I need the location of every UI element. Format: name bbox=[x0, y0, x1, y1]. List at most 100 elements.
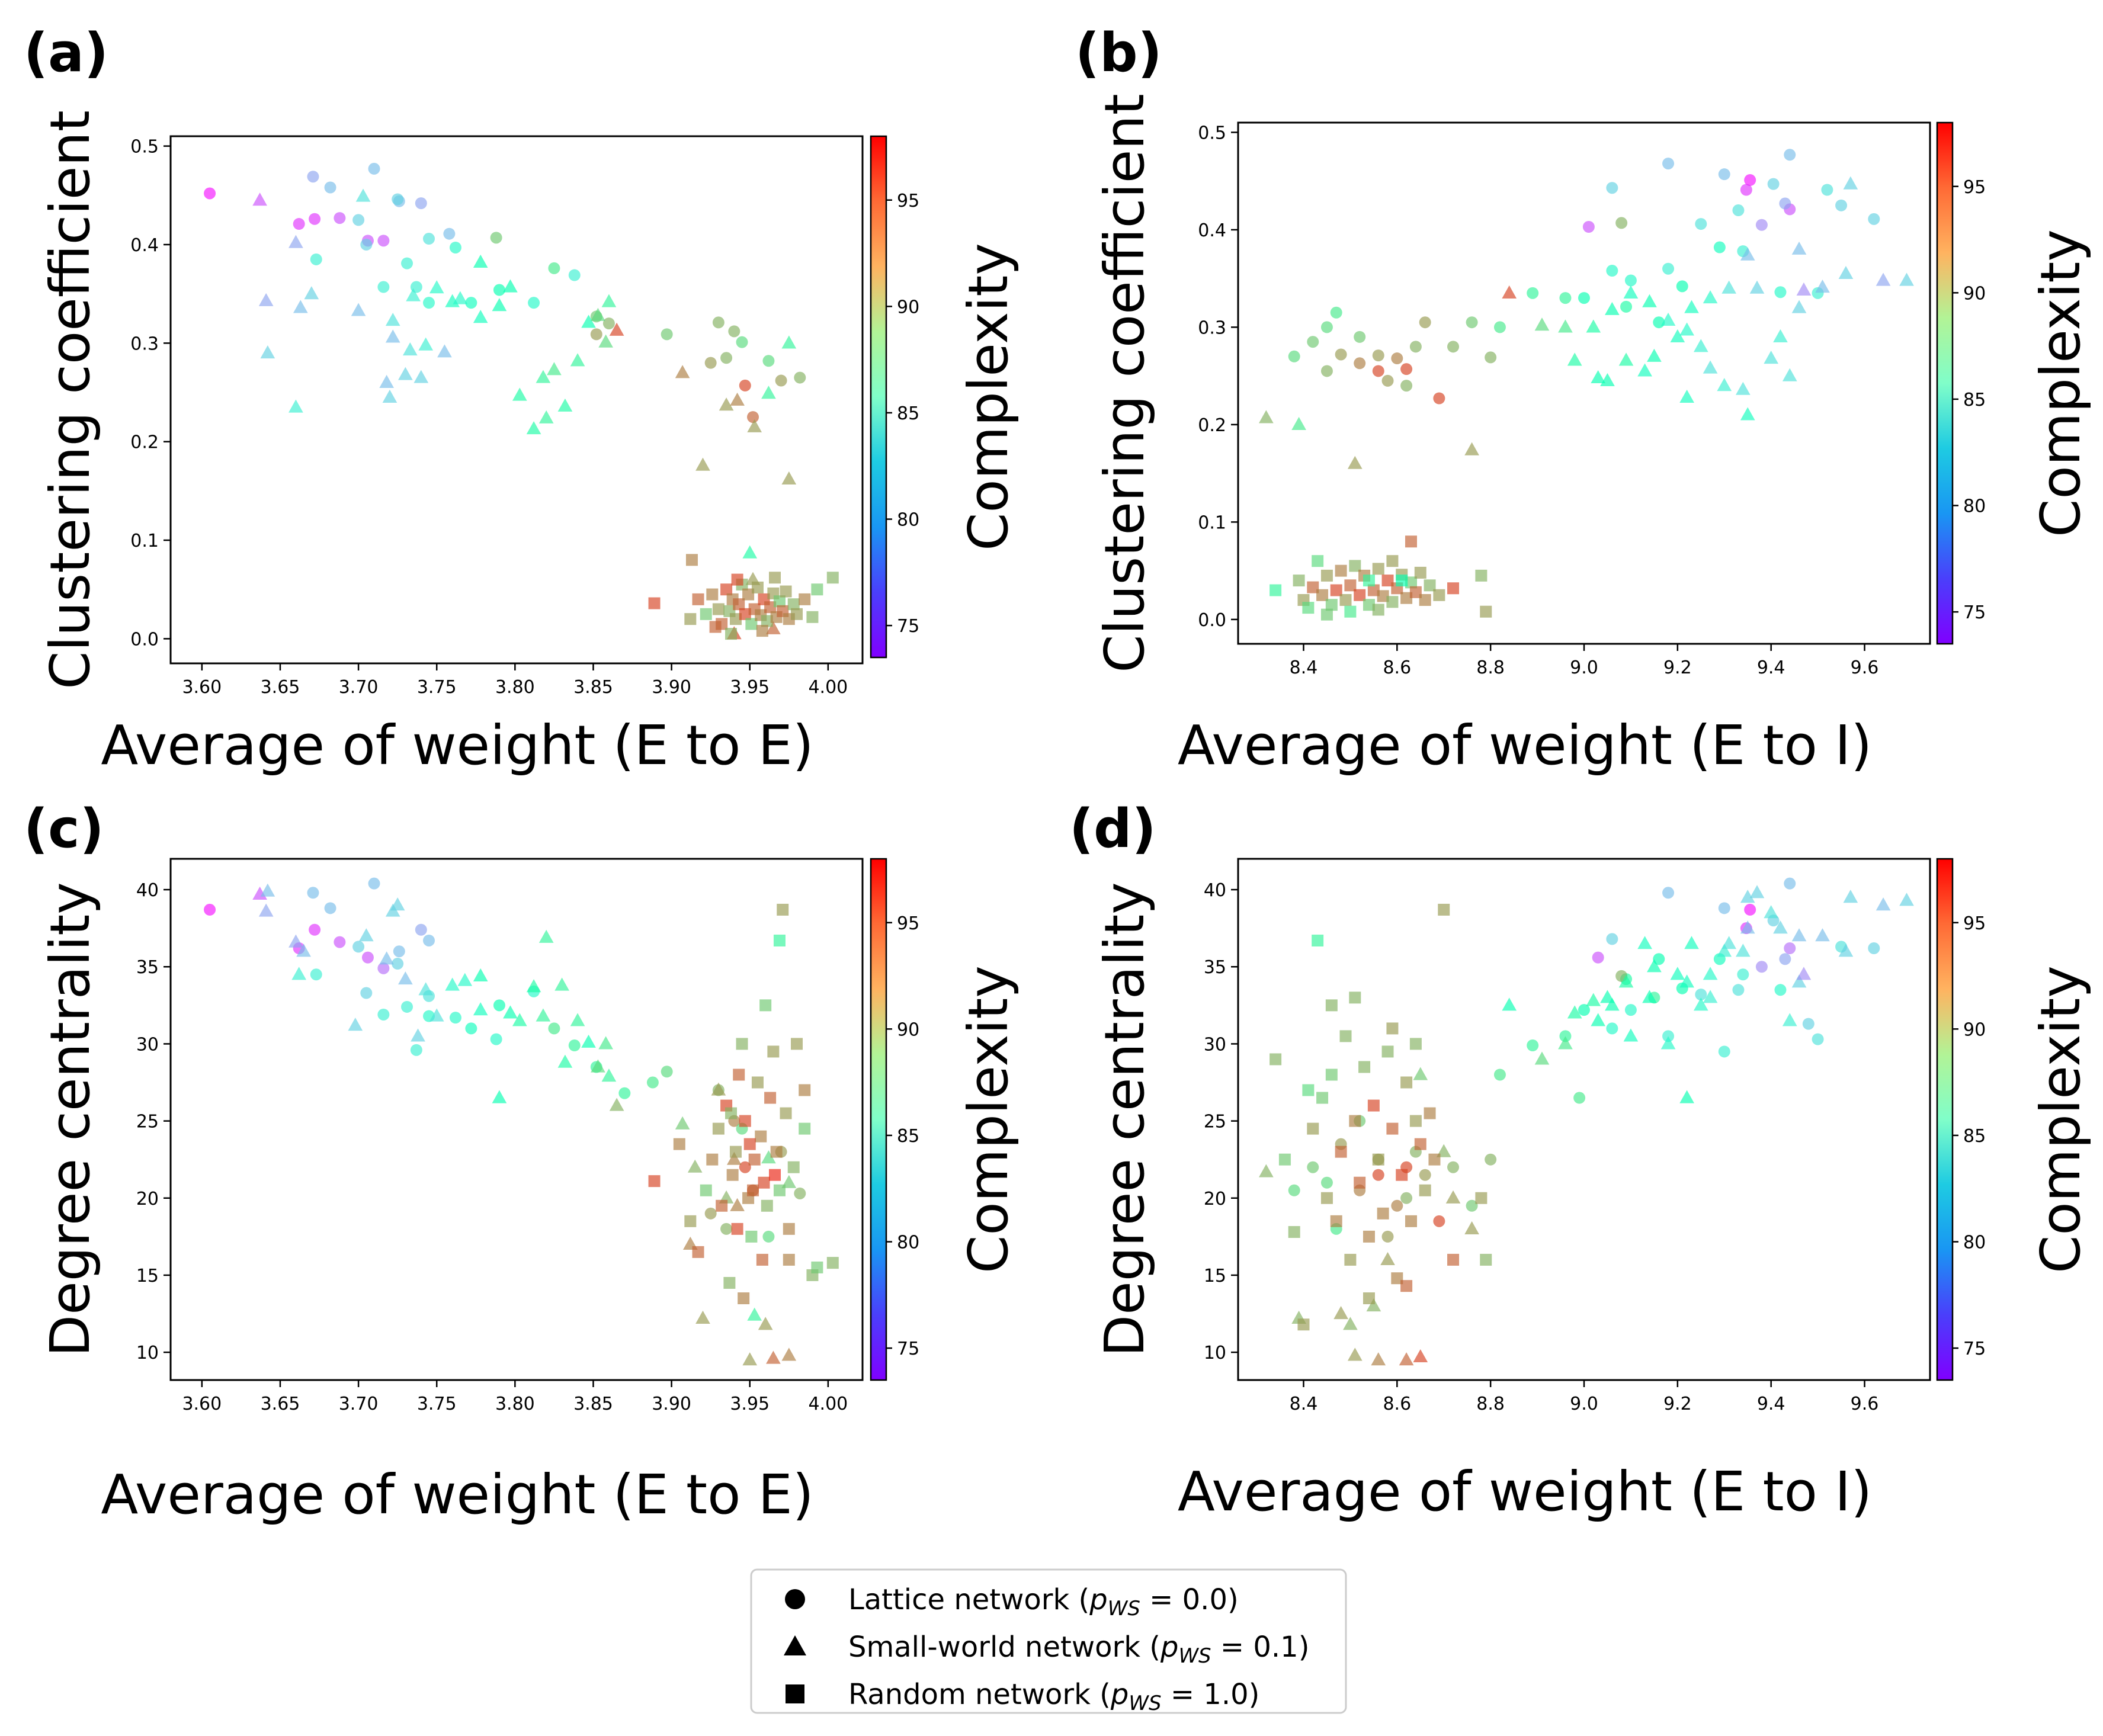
data-point-lattice bbox=[528, 297, 540, 309]
data-point-lattice bbox=[352, 941, 365, 953]
y-tick-label: 0.3 bbox=[1198, 317, 1226, 338]
x-tick-label: 3.75 bbox=[417, 677, 457, 698]
data-point-small-world bbox=[581, 315, 596, 328]
data-point-lattice bbox=[1740, 184, 1752, 196]
data-point-small-world bbox=[761, 386, 776, 399]
data-point-lattice bbox=[1582, 221, 1595, 233]
data-point-small-world bbox=[1600, 373, 1615, 386]
data-point-small-world bbox=[1647, 959, 1662, 973]
data-point-lattice bbox=[1695, 989, 1707, 1001]
data-point-lattice bbox=[493, 999, 505, 1012]
data-point-random bbox=[712, 1122, 724, 1135]
data-point-lattice bbox=[794, 1187, 806, 1199]
data-point-small-world bbox=[1591, 1013, 1606, 1026]
data-point-small-world bbox=[398, 971, 413, 985]
data-point-random bbox=[648, 597, 661, 609]
data-point-random bbox=[1480, 605, 1492, 618]
colorbar-tick-label: 95 bbox=[897, 191, 919, 211]
y-tick-label: 25 bbox=[1204, 1112, 1226, 1132]
data-point-random bbox=[1307, 581, 1319, 593]
x-tick-label: 8.6 bbox=[1383, 1394, 1411, 1414]
data-point-small-world bbox=[1703, 990, 1718, 1003]
data-point-lattice bbox=[1320, 1176, 1333, 1189]
y-tick-label: 10 bbox=[136, 1343, 159, 1363]
data-point-lattice bbox=[1606, 265, 1618, 277]
data-point-lattice bbox=[293, 218, 305, 230]
data-point-small-world bbox=[1717, 378, 1732, 392]
data-point-lattice bbox=[1559, 1030, 1572, 1042]
colorbar-tick-label: 85 bbox=[897, 403, 919, 424]
y-tick-label: 15 bbox=[136, 1266, 159, 1286]
data-point-random bbox=[1424, 1107, 1436, 1119]
data-point-random bbox=[1349, 560, 1361, 572]
data-point-small-world bbox=[591, 1059, 605, 1073]
data-point-small-world bbox=[1413, 1067, 1428, 1080]
data-point-random bbox=[1405, 1215, 1417, 1227]
data-point-lattice bbox=[568, 269, 581, 281]
y-axis-label: Clustering coefficient bbox=[1093, 94, 1156, 673]
data-point-small-world bbox=[781, 1347, 797, 1361]
data-point-lattice bbox=[368, 162, 380, 175]
y-tick-label: 25 bbox=[136, 1112, 159, 1132]
legend-label: Small-world network (pWS = 0.1) bbox=[848, 1631, 1309, 1668]
data-point-lattice bbox=[1718, 1045, 1730, 1058]
y-tick-label: 15 bbox=[1204, 1266, 1226, 1286]
data-point-random bbox=[709, 621, 722, 633]
data-point-lattice bbox=[1718, 902, 1730, 914]
data-point-small-world bbox=[413, 370, 429, 383]
x-tick-label: 9.4 bbox=[1757, 1394, 1785, 1414]
data-point-small-world bbox=[1366, 1298, 1381, 1312]
data-point-lattice bbox=[1559, 292, 1572, 304]
data-point-lattice bbox=[1713, 241, 1726, 253]
data-point-small-world bbox=[538, 410, 554, 423]
data-point-random bbox=[1339, 593, 1352, 606]
data-point-lattice bbox=[1335, 348, 1347, 361]
colorbar-tick-label: 75 bbox=[1963, 1339, 1986, 1359]
data-point-small-world bbox=[1684, 300, 1699, 313]
data-point-lattice bbox=[712, 316, 724, 329]
data-point-small-world bbox=[609, 1098, 624, 1111]
data-point-random bbox=[773, 595, 786, 608]
data-point-random bbox=[1381, 575, 1394, 587]
data-point-random bbox=[1312, 934, 1324, 946]
data-point-lattice bbox=[1381, 1230, 1394, 1243]
data-point-lattice bbox=[747, 411, 759, 423]
data-point-small-world bbox=[1380, 1252, 1395, 1266]
data-point-random bbox=[811, 1261, 823, 1273]
colorbar-label: Complexity bbox=[2029, 229, 2092, 537]
data-point-small-world bbox=[258, 293, 274, 306]
data-point-random bbox=[1363, 575, 1375, 587]
x-tick-label: 3.80 bbox=[495, 677, 535, 698]
data-point-random bbox=[731, 1222, 743, 1235]
y-tick-label: 0.0 bbox=[1198, 610, 1226, 631]
data-point-small-world bbox=[1642, 294, 1657, 307]
data-point-small-world bbox=[492, 298, 507, 312]
data-point-random bbox=[780, 1107, 792, 1119]
data-point-small-world bbox=[747, 1307, 762, 1321]
data-point-small-world bbox=[1670, 329, 1685, 342]
legend-label: Random network (pWS = 1.0) bbox=[848, 1678, 1259, 1715]
colorbar-tick-label: 85 bbox=[1963, 1126, 1986, 1147]
data-point-small-world bbox=[1464, 442, 1479, 455]
data-point-lattice bbox=[1779, 953, 1791, 965]
data-point-random bbox=[1320, 1192, 1333, 1204]
data-point-small-world bbox=[1717, 944, 1732, 957]
data-point-small-world bbox=[429, 1008, 444, 1022]
x-tick-label: 8.4 bbox=[1290, 657, 1318, 678]
data-point-random bbox=[791, 1038, 803, 1050]
data-point-small-world bbox=[1791, 928, 1807, 942]
data-point-random bbox=[1330, 584, 1342, 596]
data-point-lattice bbox=[661, 328, 673, 341]
colorbar-tick-label: 80 bbox=[1963, 496, 1986, 517]
data-point-small-world bbox=[1815, 279, 1830, 293]
x-tick-label: 9.2 bbox=[1663, 1394, 1692, 1414]
data-point-lattice bbox=[1774, 286, 1787, 299]
data-point-random bbox=[1278, 1153, 1291, 1166]
data-point-small-world bbox=[1637, 363, 1652, 377]
data-point-random bbox=[725, 1107, 738, 1119]
data-point-lattice bbox=[465, 297, 477, 309]
data-point-random bbox=[806, 611, 819, 623]
data-point-small-world bbox=[1782, 368, 1797, 381]
data-point-small-world bbox=[1684, 936, 1699, 949]
